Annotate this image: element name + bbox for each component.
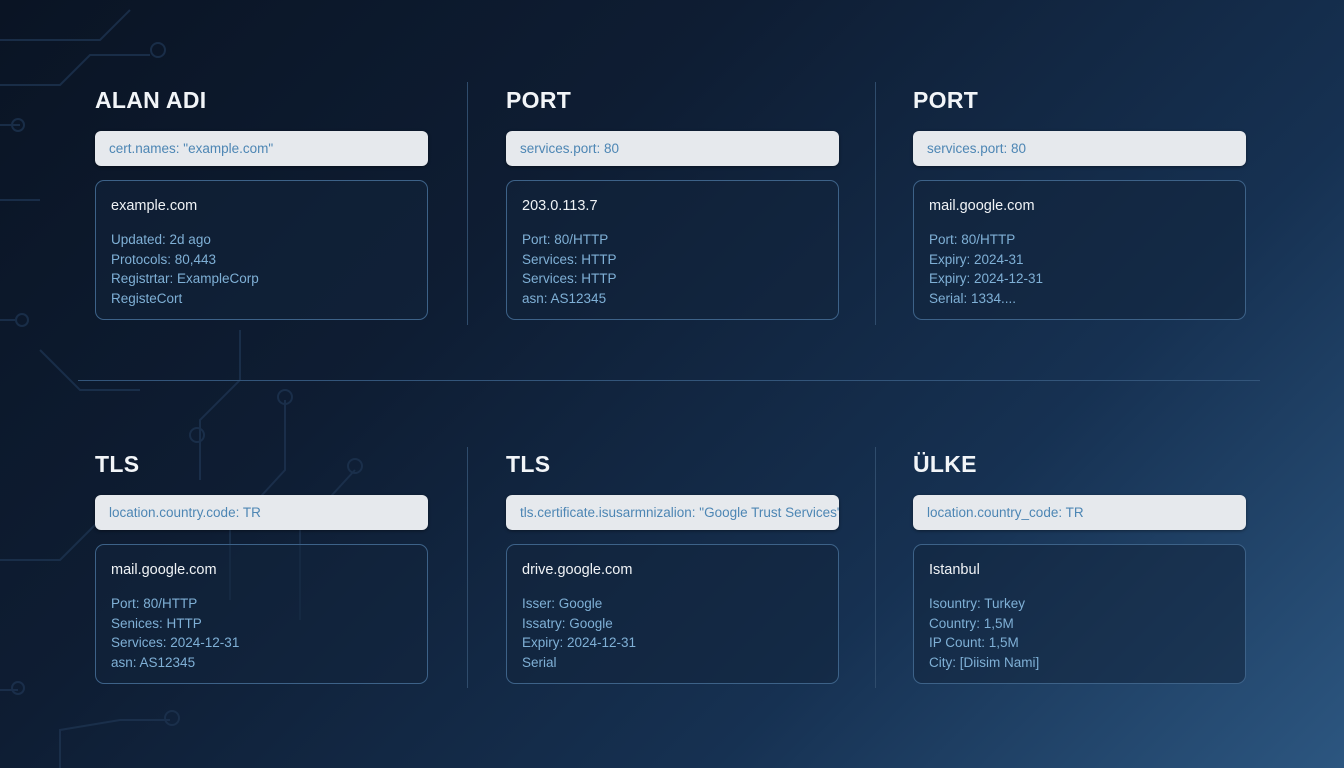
column-divider xyxy=(875,82,876,325)
card-detail-line: Services: HTTP xyxy=(522,251,617,267)
result-card[interactable]: example.com Updated: 2d ago Protocols: 80,… xyxy=(95,180,428,320)
card-detail-line: asn: AS12345 xyxy=(111,654,196,670)
result-card-title: mail.google.com xyxy=(111,562,217,578)
column-divider xyxy=(875,447,876,688)
panel-title: TLS xyxy=(506,451,551,477)
search-query-input[interactable]: location.country.code: TR xyxy=(95,495,428,530)
result-card-title: example.com xyxy=(111,198,198,214)
card-detail-line: Updated: 2d ago xyxy=(111,232,211,247)
search-query-input[interactable]: location.country_code: TR xyxy=(913,495,1246,530)
panel-title: ALAN ADI xyxy=(95,87,207,113)
result-card[interactable]: mail.google.com Port: 80/HTTP Expiry: 2024… xyxy=(913,180,1246,320)
card-detail-line: Isountry: Turkey xyxy=(929,596,1026,611)
panel-title: PORT xyxy=(913,87,979,113)
search-query-input[interactable]: cert.names: "example.com" xyxy=(95,131,428,166)
panel-title: ÜLKE xyxy=(913,451,977,477)
result-card-title: Istanbul xyxy=(929,562,980,578)
card-detail-line: Senices: HTTP xyxy=(111,615,202,631)
result-card[interactable]: drive.google.com Isser: Google Issatry: Go… xyxy=(506,544,839,684)
card-detail-line: Services: HTTP xyxy=(522,271,617,287)
search-query-input[interactable]: tls.certificate.isusarmnizalion: "Google… xyxy=(506,495,839,530)
column-divider xyxy=(467,447,468,688)
card-detail-line: Protocols: 80,443 xyxy=(111,251,217,267)
card-detail-line: Port: 80/HTTP xyxy=(111,596,198,611)
card-detail-line: Country: 1,5M xyxy=(929,615,1014,631)
card-detail-line: Expiry: 2024-31 xyxy=(929,251,1024,267)
card-detail-line: Expiry: 2024-12-31 xyxy=(929,271,1044,287)
card-detail-line: Registrtar: ExampleCorp xyxy=(111,271,259,287)
card-detail-line: asn: AS12345 xyxy=(522,290,607,306)
column-divider xyxy=(467,82,468,325)
search-query-input[interactable]: services.port: 80 xyxy=(913,131,1246,166)
panel-title: TLS xyxy=(95,451,140,477)
result-card[interactable]: 203.0.113.7 Port: 80/HTTP Services: HTTP Se… xyxy=(506,180,839,320)
card-detail-line: Expiry: 2024-12-31 xyxy=(522,635,637,651)
card-detail-line: City: [Diisim Nami] xyxy=(929,654,1040,670)
result-card[interactable]: Istanbul Isountry: Turkey Country: 1,5M IP … xyxy=(913,544,1246,684)
card-detail-line: Isser: Google xyxy=(522,596,603,611)
result-card-title: 203.0.113.7 xyxy=(522,198,598,214)
search-query-input[interactable]: services.port: 80 xyxy=(506,131,839,166)
card-detail-line: RegisteCort xyxy=(111,290,183,306)
card-detail-line: Port: 80/HTTP xyxy=(522,232,609,247)
result-card-title: drive.google.com xyxy=(522,562,633,578)
card-detail-line: Services: 2024-12-31 xyxy=(111,635,240,651)
card-detail-line: Serial: 1334.... xyxy=(929,290,1017,306)
card-detail-line: Issatry: Google xyxy=(522,615,613,631)
result-card[interactable]: mail.google.com Port: 80/HTTP Senices: HTT… xyxy=(95,544,428,684)
panel-title: PORT xyxy=(506,87,572,113)
card-detail-line: IP Count: 1,5M xyxy=(929,635,1019,651)
card-detail-line: Port: 80/HTTP xyxy=(929,232,1016,247)
result-card-title: mail.google.com xyxy=(929,198,1035,214)
row-divider xyxy=(78,380,1260,381)
card-detail-line: Serial xyxy=(522,654,557,670)
